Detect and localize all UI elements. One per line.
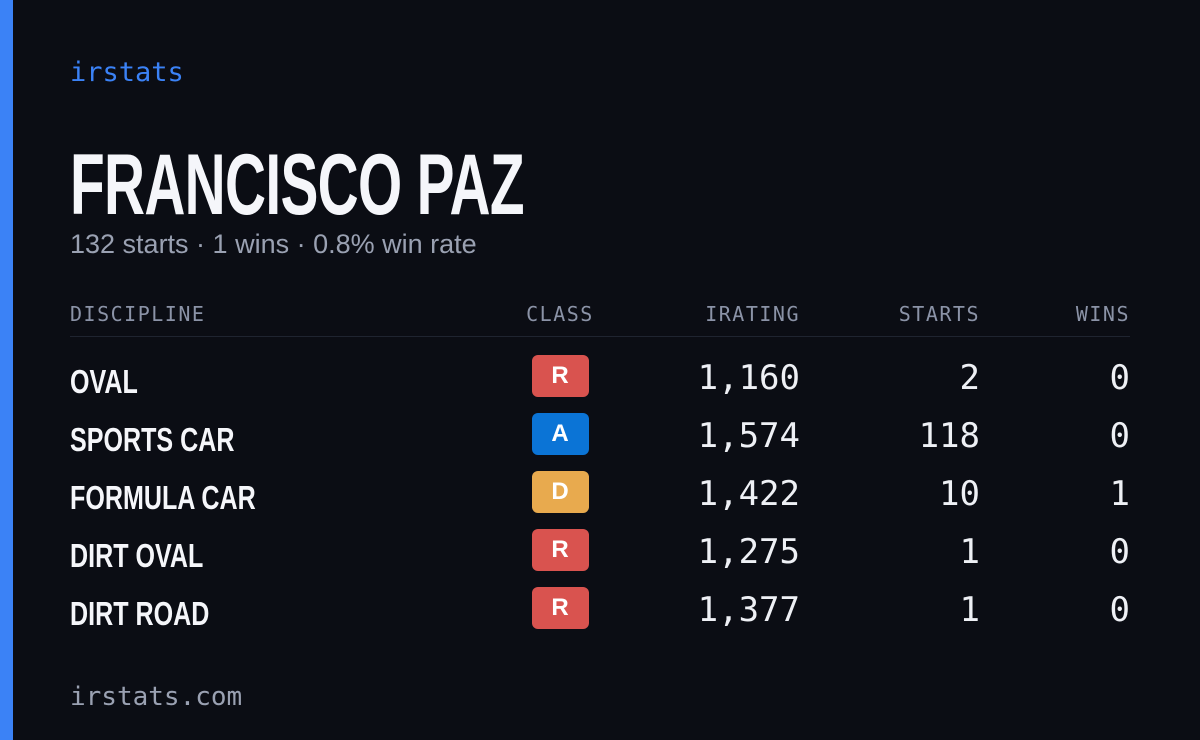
driver-name: FRANCISCO PAZ xyxy=(70,137,525,233)
class-badge: D xyxy=(531,471,589,513)
starts: 10 xyxy=(939,474,980,514)
irating: 1,377 xyxy=(697,590,800,630)
driver-summary: 132 starts · 1 wins · 0.8% win rate xyxy=(70,229,477,259)
class-badge: R xyxy=(531,355,589,397)
irating: 1,275 xyxy=(697,532,800,572)
wins: 0 xyxy=(1109,590,1130,630)
wins: 0 xyxy=(1109,416,1130,456)
column-header: STARTS xyxy=(898,302,980,326)
class-badge: A xyxy=(531,413,589,455)
starts: 1 xyxy=(959,590,980,630)
column-header: DISCIPLINE xyxy=(70,302,206,326)
discipline: FORMULA CAR xyxy=(70,479,256,516)
irating: 1,574 xyxy=(697,416,800,456)
starts: 2 xyxy=(959,358,980,398)
column-header: CLASS xyxy=(526,302,594,326)
discipline: DIRT OVAL xyxy=(70,537,204,574)
brand: irstats xyxy=(70,57,184,88)
discipline: OVAL xyxy=(70,363,138,400)
footer: irstats.com xyxy=(70,682,243,712)
column-header: IRATING xyxy=(705,302,800,326)
column-header: WINS xyxy=(1075,302,1130,326)
wins: 1 xyxy=(1109,474,1130,514)
wins: 0 xyxy=(1109,532,1130,572)
starts: 118 xyxy=(918,416,980,456)
irating: 1,160 xyxy=(697,358,800,398)
discipline: DIRT ROAD xyxy=(70,595,210,632)
irating: 1,422 xyxy=(697,474,800,514)
accent-bar xyxy=(0,0,13,740)
class-badge: R xyxy=(531,587,589,629)
discipline: SPORTS CAR xyxy=(70,421,235,458)
class-badge: R xyxy=(531,529,589,571)
starts: 1 xyxy=(959,532,980,572)
wins: 0 xyxy=(1109,358,1130,398)
header-rule xyxy=(70,336,1130,337)
